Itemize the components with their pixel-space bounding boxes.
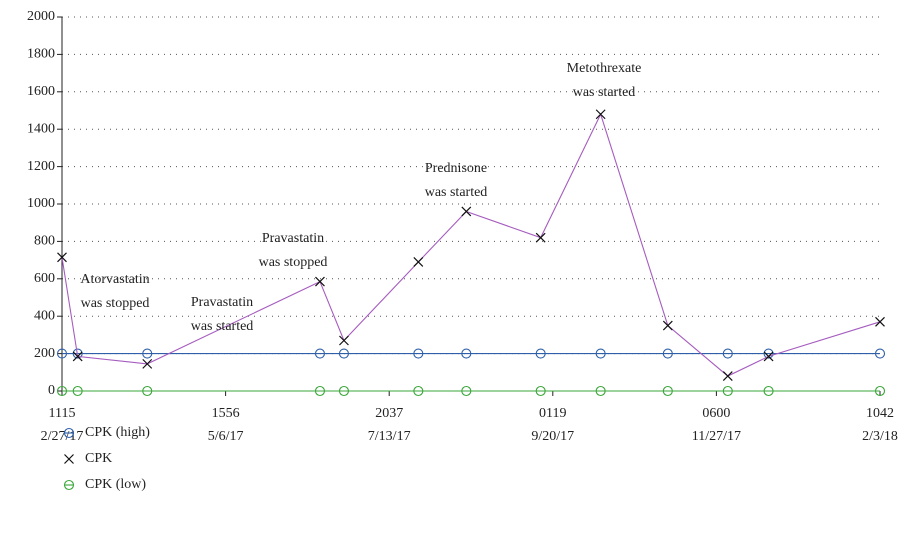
annotation: was started — [191, 319, 254, 334]
marker — [57, 252, 67, 263]
marker — [56, 385, 68, 397]
x-tick-label: 11/27/17 — [692, 429, 741, 444]
marker — [763, 351, 774, 362]
marker — [413, 348, 424, 359]
annotation: was started — [573, 85, 636, 100]
annotation: was stopped — [81, 296, 150, 311]
y-tick-label: 0 — [48, 383, 55, 398]
marker — [314, 348, 326, 359]
marker — [662, 385, 673, 397]
marker — [461, 385, 472, 397]
marker — [72, 351, 83, 362]
marker — [413, 257, 424, 267]
x-tick-label: 2/27/17 — [41, 429, 84, 444]
marker — [535, 348, 546, 359]
x-tick-label: 9/20/17 — [531, 429, 574, 444]
annotation: Atorvastatin — [80, 272, 149, 287]
marker — [874, 385, 886, 397]
marker — [72, 385, 83, 397]
marker — [595, 385, 606, 397]
marker — [875, 316, 885, 327]
legend-label: CPK (high) — [85, 425, 150, 440]
x-tick-label: 0600 — [702, 406, 730, 421]
marker — [763, 385, 774, 397]
annotation: Prednisone — [425, 161, 487, 176]
y-tick-label: 1200 — [27, 159, 55, 174]
y-tick-label: 1600 — [27, 84, 55, 99]
marker — [338, 385, 350, 397]
x-tick-label: 2/3/18 — [862, 429, 898, 444]
series — [56, 385, 886, 397]
x-tick-label: 7/13/17 — [368, 429, 411, 444]
x-tick-label: 0119 — [539, 406, 566, 421]
marker — [595, 109, 606, 120]
marker — [413, 385, 424, 397]
series — [56, 348, 886, 359]
marker — [535, 232, 546, 243]
y-tick-label: 200 — [34, 346, 55, 361]
marker — [595, 348, 606, 359]
legend-marker — [64, 454, 74, 464]
series — [57, 109, 885, 381]
marker — [722, 348, 733, 359]
annotation: Pravastatin — [191, 295, 253, 310]
x-tick-label: 5/6/17 — [208, 429, 244, 444]
marker — [72, 348, 83, 359]
marker — [722, 371, 733, 381]
marker — [722, 385, 733, 397]
marker — [142, 385, 153, 397]
y-tick-label: 2000 — [27, 9, 55, 24]
annotation: was stopped — [259, 255, 328, 270]
annotation: was started — [425, 185, 488, 200]
marker — [56, 348, 68, 359]
y-tick-label: 400 — [34, 308, 55, 323]
marker — [662, 348, 673, 359]
legend-label: CPK — [85, 451, 112, 466]
marker — [142, 358, 153, 369]
x-tick-label: 2037 — [375, 406, 403, 421]
marker — [662, 320, 673, 331]
legend-label: CPK (low) — [85, 477, 146, 492]
y-tick-label: 1000 — [27, 196, 55, 211]
marker — [339, 335, 349, 346]
x-tick-label: 1556 — [212, 406, 240, 421]
x-tick-label: 1042 — [866, 406, 894, 421]
marker — [461, 348, 472, 359]
marker — [535, 385, 546, 397]
series-line — [61, 112, 881, 377]
marker — [338, 348, 350, 359]
annotation: Pravastatin — [262, 231, 324, 246]
x-tick-label: 1115 — [49, 406, 76, 421]
marker — [314, 385, 326, 397]
marker — [142, 348, 153, 359]
marker — [315, 276, 325, 287]
y-tick-label: 1800 — [27, 47, 55, 62]
y-tick-label: 1400 — [27, 121, 55, 136]
annotation: Metothrexate — [567, 61, 642, 76]
y-tick-label: 800 — [34, 234, 55, 249]
marker — [874, 348, 886, 359]
marker — [763, 348, 774, 359]
marker — [461, 206, 472, 217]
y-tick-label: 600 — [34, 271, 55, 286]
